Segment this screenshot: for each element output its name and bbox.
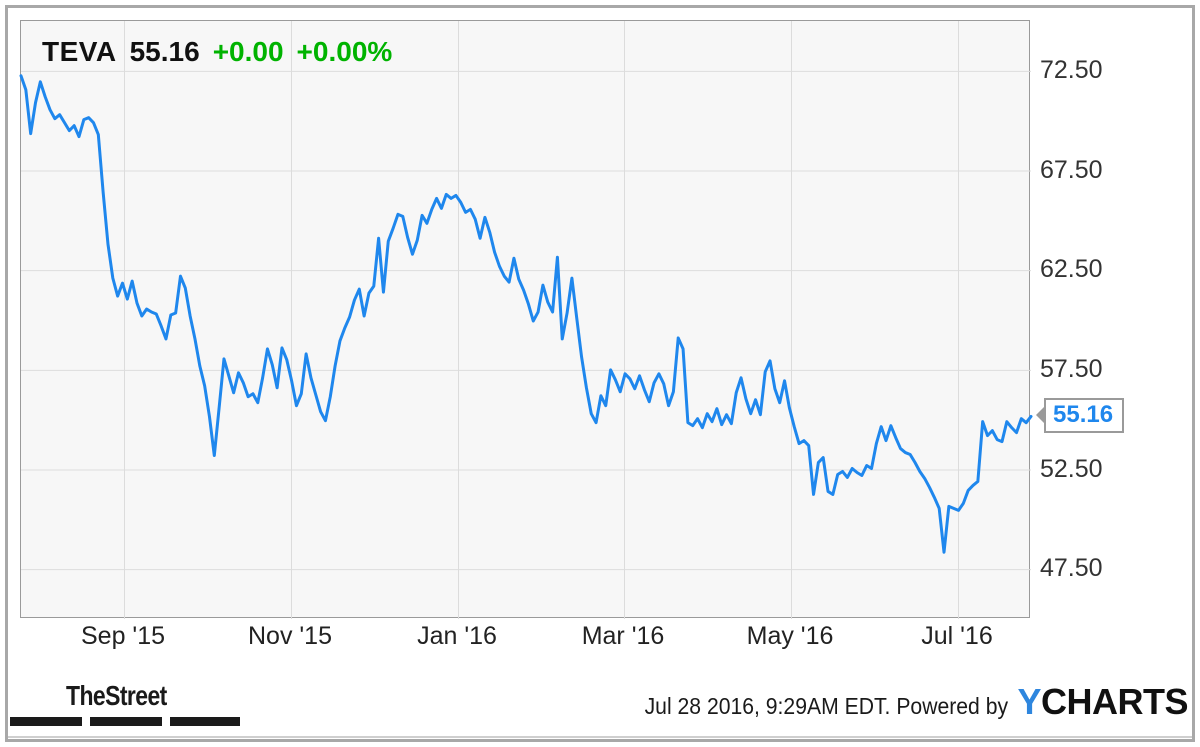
grid-lines — [21, 21, 1031, 619]
y-axis-tick-label: 57.50 — [1040, 354, 1103, 383]
x-axis-tick-label: May '16 — [746, 622, 834, 650]
x-axis-tick-label: Jul '16 — [921, 622, 993, 650]
thestreet-bars-icon — [10, 717, 240, 726]
x-axis-tick-label: Nov '15 — [248, 622, 332, 650]
y-axis-tick-label: 52.50 — [1040, 454, 1103, 483]
ycharts-logo: YCHARTS — [1017, 684, 1188, 720]
x-axis-tick-label: Sep '15 — [80, 622, 166, 650]
ycharts-y: Y — [1017, 681, 1041, 722]
y-axis: 72.50 67.50 62.50 57.50 52.50 47.50 — [1040, 20, 1160, 618]
quote-header: TEVA 55.16 +0.00 +0.00% — [42, 36, 392, 68]
thestreet-wordmark: TheStreet — [66, 680, 167, 711]
footer: TheStreet Jul 28 2016, 9:29AM EDT. Power… — [8, 676, 1192, 738]
attribution: Jul 28 2016, 9:29AM EDT. Powered by YCHA… — [613, 684, 1188, 720]
y-axis-tick-label: 67.50 — [1040, 155, 1103, 184]
x-axis: Sep '15 Nov '15 Jan '16 Mar '16 May '16 Jul '… — [20, 622, 1030, 666]
callout-pointer-icon — [1036, 406, 1045, 425]
ycharts-charts: CHARTS — [1041, 681, 1189, 722]
price-series — [19, 74, 1033, 554]
price-change-percent: +0.00% — [296, 36, 393, 67]
thestreet-logo: TheStreet — [10, 680, 266, 726]
plot-area — [19, 20, 1033, 619]
y-axis-tick-label: 72.50 — [1040, 55, 1103, 84]
y-axis-tick-label: 62.50 — [1040, 255, 1103, 284]
timestamp-credit: Jul 28 2016, 9:29AM EDT. Powered by — [645, 693, 1009, 719]
ticker-symbol: TEVA — [42, 36, 117, 67]
x-axis-tick-label: Mar '16 — [581, 622, 665, 650]
footer-divider — [8, 736, 1192, 738]
last-price: 55.16 — [129, 36, 200, 67]
y-axis-tick-label: 47.50 — [1040, 554, 1103, 583]
chart-card: TEVA 55.16 +0.00 +0.00% — [19, 20, 1033, 619]
price-callout: 55.16 — [1036, 397, 1125, 433]
x-axis-tick-label: Jan '16 — [417, 622, 497, 650]
callout-value: 55.16 — [1044, 397, 1125, 433]
price-change: +0.00 — [212, 36, 284, 67]
